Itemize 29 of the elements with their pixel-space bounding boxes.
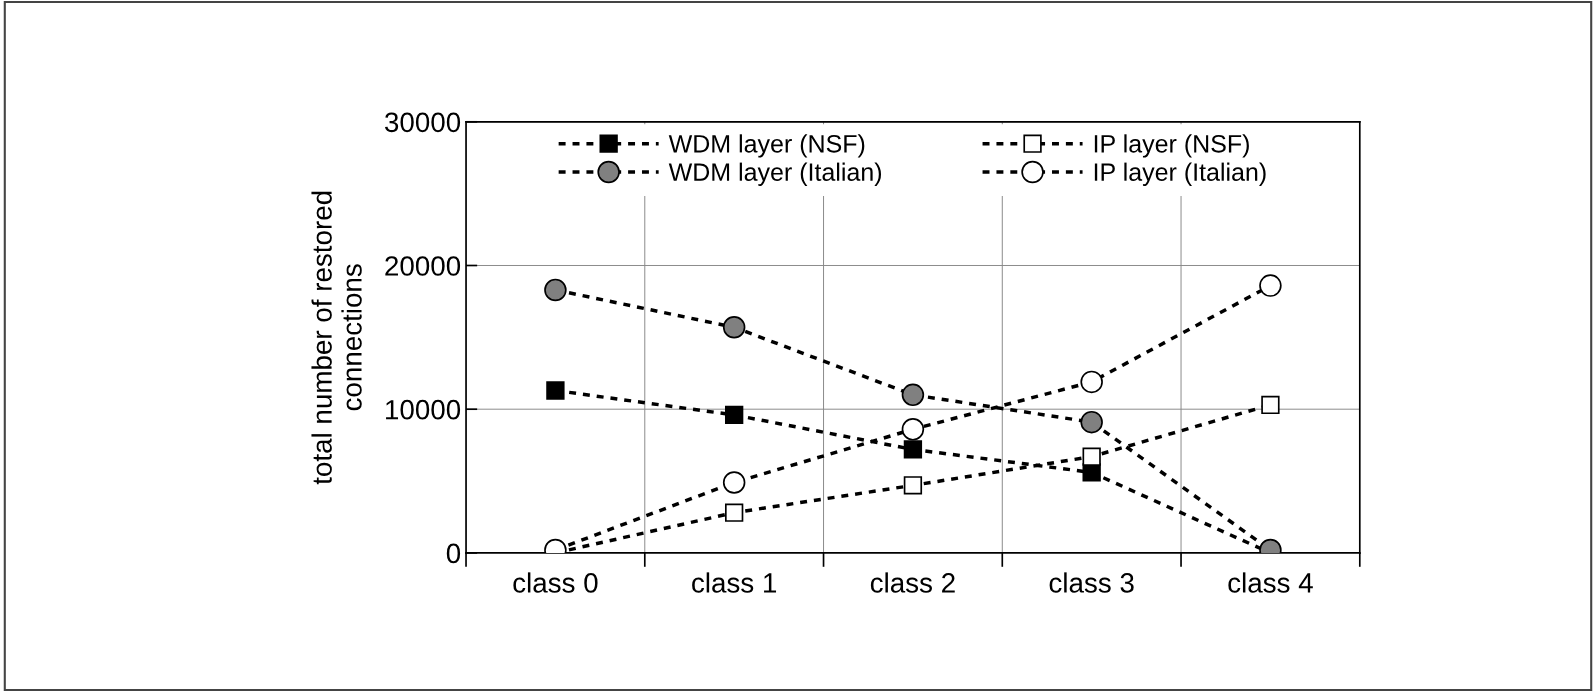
y-tick-label: 30000	[384, 112, 461, 133]
point	[1259, 274, 1282, 297]
point	[1082, 447, 1101, 466]
x-tick-label: class 3	[1049, 572, 1134, 593]
point	[546, 381, 565, 400]
point	[724, 503, 744, 522]
x-tick-label: class 0	[513, 572, 598, 593]
y-tick-label: 0	[446, 543, 461, 564]
point	[1261, 395, 1280, 415]
point	[903, 476, 923, 495]
point	[1080, 370, 1103, 394]
y-tick-label: 20000	[385, 256, 461, 276]
x-tick-label: class 1	[692, 572, 777, 593]
legend-label: WDM layer (Italian)	[668, 162, 882, 186]
y-tick-label: 10000	[386, 399, 461, 420]
point	[903, 440, 923, 459]
x-tick-label: class 4	[1228, 572, 1313, 593]
x-tick-label: class 2	[870, 572, 955, 593]
point	[722, 316, 746, 339]
legend-label: WDM layer (NSF)	[668, 134, 865, 158]
point	[722, 471, 746, 494]
point	[901, 418, 925, 441]
point	[901, 383, 925, 407]
point	[1080, 410, 1103, 434]
point	[544, 278, 567, 302]
point	[724, 405, 744, 425]
legend-label: IP layer (Italian)	[1094, 162, 1266, 186]
legend-label: IP layer (NSF)	[1094, 134, 1249, 158]
y-axis-title: total number of restored connections	[311, 191, 362, 485]
